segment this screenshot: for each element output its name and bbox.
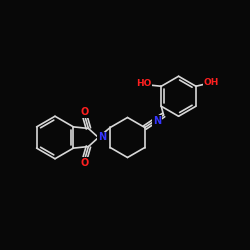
Text: O: O [80, 108, 89, 118]
Text: N: N [98, 132, 106, 142]
Text: O: O [80, 158, 89, 168]
Text: OH: OH [204, 78, 219, 87]
Text: HO: HO [136, 79, 152, 88]
Text: N: N [153, 116, 161, 126]
